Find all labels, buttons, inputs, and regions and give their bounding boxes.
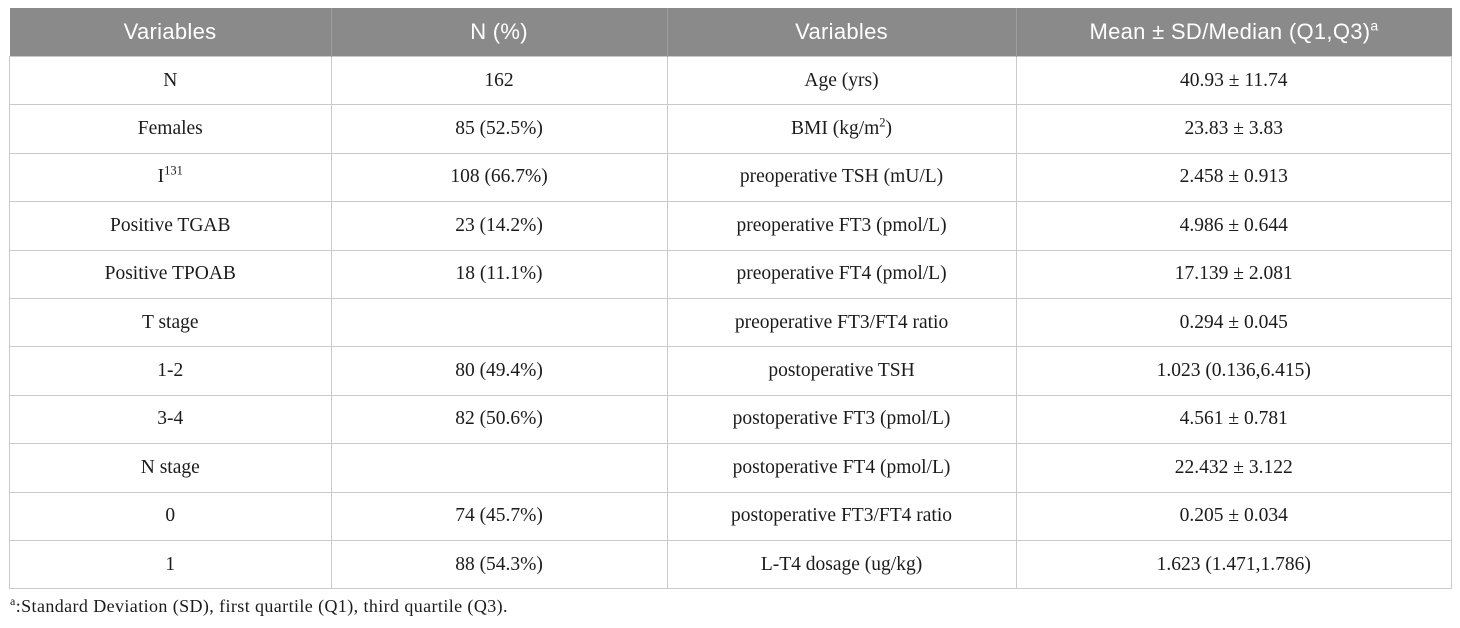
table-cell: 1-2 bbox=[9, 346, 332, 396]
table-row: N 162 Age (yrs) 40.93 ± 11.74 bbox=[9, 55, 1452, 106]
table-cell: Positive TGAB bbox=[9, 201, 332, 251]
table-cell: 18 (11.1%) bbox=[330, 249, 668, 299]
table-cell: 0.205 ± 0.034 bbox=[1015, 491, 1452, 541]
header-cell: N (%) bbox=[331, 8, 668, 57]
superscript: a bbox=[1370, 17, 1379, 34]
table-cell: preoperative FT3/FT4 ratio bbox=[666, 297, 1017, 348]
table-row: Positive TPOAB 18 (11.1%) preoperative FT4… bbox=[9, 249, 1452, 299]
table-row: N stage postoperative FT4 (pmol/L) 22.432 … bbox=[9, 443, 1452, 493]
table-cell: postoperative FT4 (pmol/L) bbox=[666, 443, 1017, 493]
table-cell: 4.561 ± 0.781 bbox=[1015, 394, 1452, 445]
table-cell: 108 (66.7%) bbox=[330, 152, 668, 203]
table-cell: 2.458 ± 0.913 bbox=[1015, 152, 1452, 203]
table-cell: postoperative FT3/FT4 ratio bbox=[666, 491, 1017, 541]
data-table: Variables N (%) Variables Mean ± SD/Median … bbox=[9, 8, 1452, 590]
table-cell: preoperative FT3 (pmol/L) bbox=[666, 201, 1017, 251]
table-cell: L-T4 dosage (ug/kg) bbox=[666, 539, 1017, 590]
table-row: T stage preoperative FT3/FT4 ratio 0.294 ±… bbox=[9, 297, 1452, 348]
table-cell: 80 (49.4%) bbox=[330, 346, 668, 396]
table-cell bbox=[330, 297, 668, 348]
table-cell: 1.623 (1.471,1.786) bbox=[1015, 539, 1452, 590]
table-cell: N bbox=[9, 55, 332, 106]
table-cell: 23.83 ± 3.83 bbox=[1015, 104, 1452, 154]
table-cell: postoperative TSH bbox=[666, 346, 1017, 396]
table-cell: 85 (52.5%) bbox=[330, 104, 668, 154]
header-cell: Variables bbox=[9, 8, 332, 57]
table-cell: N stage bbox=[9, 443, 332, 493]
table-cell: 40.93 ± 11.74 bbox=[1015, 55, 1452, 106]
table-cell: T stage bbox=[9, 297, 332, 348]
table-cell: 162 bbox=[330, 55, 668, 106]
table-row: I131 108 (66.7%) preoperative TSH (mU/L) 2.… bbox=[9, 152, 1452, 203]
header-cell: Variables bbox=[667, 8, 1017, 57]
table-cell: 4.986 ± 0.644 bbox=[1015, 201, 1452, 251]
footnote-text: :Standard Deviation (SD), first quartile… bbox=[15, 596, 508, 617]
table-row: 3-4 82 (50.6%) postoperative FT3 (pmol/L) 4… bbox=[9, 394, 1452, 445]
superscript: 2 bbox=[879, 115, 886, 130]
table-cell: 23 (14.2%) bbox=[330, 201, 668, 251]
table-cell: preoperative FT4 (pmol/L) bbox=[666, 249, 1017, 299]
table-cell: 3-4 bbox=[9, 394, 332, 445]
header-cell: Mean ± SD/Median (Q1,Q3)a bbox=[1016, 8, 1452, 57]
table-cell: 0.294 ± 0.045 bbox=[1015, 297, 1452, 348]
table-row: Females 85 (52.5%) BMI (kg/m2) 23.83 ± 3.83 bbox=[9, 104, 1452, 154]
table-cell: 88 (54.3%) bbox=[330, 539, 668, 590]
table-row: Positive TGAB 23 (14.2%) preoperative FT3 … bbox=[9, 201, 1452, 251]
table-cell: 1 bbox=[9, 539, 332, 590]
table-cell: 22.432 ± 3.122 bbox=[1015, 443, 1452, 493]
table-cell: BMI (kg/m2) bbox=[666, 104, 1017, 154]
table-cell: postoperative FT3 (pmol/L) bbox=[666, 394, 1017, 445]
header-row: Variables N (%) Variables Mean ± SD/Median … bbox=[9, 8, 1452, 57]
table-cell: Age (yrs) bbox=[666, 55, 1017, 106]
table-cell: I131 bbox=[9, 152, 332, 203]
table-cell: 82 (50.6%) bbox=[330, 394, 668, 445]
superscript: 131 bbox=[164, 163, 183, 178]
table-cell: Females bbox=[9, 104, 332, 154]
table-cell: preoperative TSH (mU/L) bbox=[666, 152, 1017, 203]
table-body: N 162 Age (yrs) 40.93 ± 11.74 Females 85 (52.… bbox=[9, 55, 1452, 590]
table-cell: Positive TPOAB bbox=[9, 249, 332, 299]
table-cell bbox=[330, 443, 668, 493]
table-row: 1-2 80 (49.4%) postoperative TSH 1.023 (0.1… bbox=[9, 346, 1452, 396]
footnote: a:Standard Deviation (SD), first quartil… bbox=[10, 594, 1452, 617]
table-cell: 74 (45.7%) bbox=[330, 491, 668, 541]
table-cell: 0 bbox=[9, 491, 332, 541]
footnote-marker: a bbox=[10, 594, 16, 609]
table-row: 1 88 (54.3%) L-T4 dosage (ug/kg) 1.623 (1.4… bbox=[9, 539, 1452, 590]
table-row: 0 74 (45.7%) postoperative FT3/FT4 ratio 0.… bbox=[9, 491, 1452, 541]
table-cell: 17.139 ± 2.081 bbox=[1015, 249, 1452, 299]
table-cell: 1.023 (0.136,6.415) bbox=[1015, 346, 1452, 396]
